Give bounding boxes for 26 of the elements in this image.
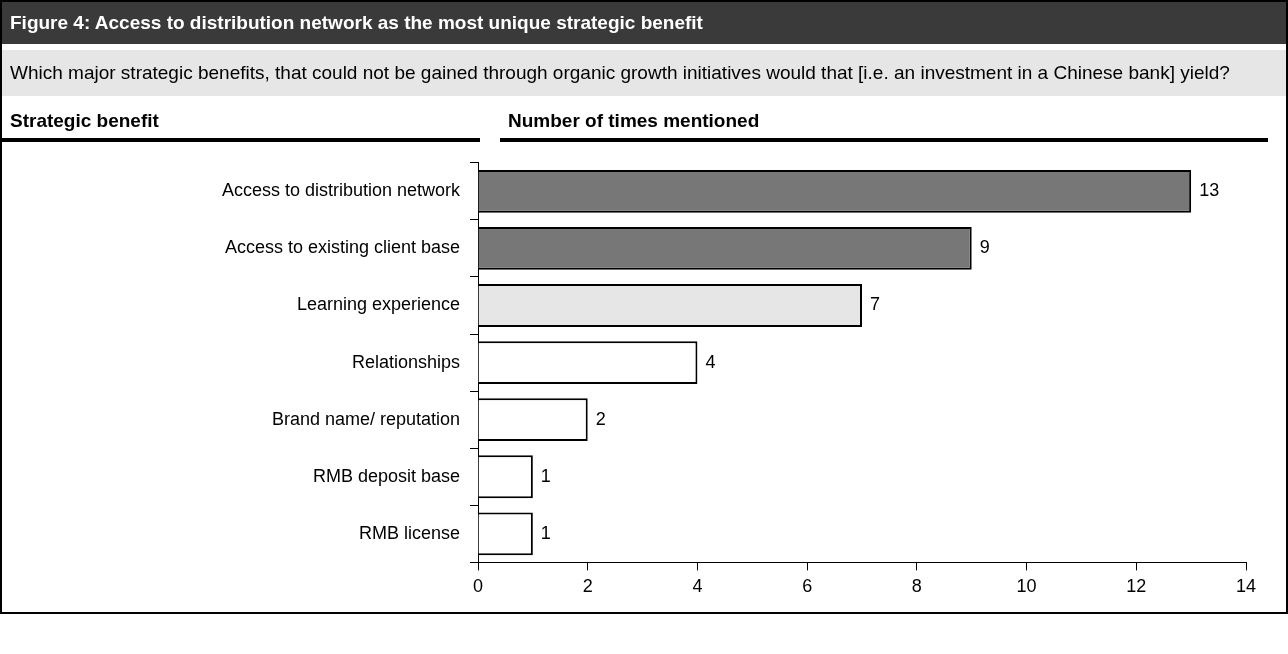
y-axis-title: Strategic benefit	[2, 110, 480, 142]
data-label: 13	[1199, 180, 1220, 201]
chart-subtitle: Which major strategic benefits, that could not be gained through organic growth initiatives would that [i.e. an investment in a Chinese bank] yield?	[2, 50, 1286, 96]
y-tick-label: Access to distribution network	[221, 180, 461, 201]
x-tick-label: 0	[472, 576, 484, 597]
data-label: 1	[540, 522, 551, 543]
data-label: 1	[540, 465, 551, 486]
y-tick-label: Relationships	[351, 351, 460, 372]
x-tick-label: 12	[1126, 576, 1147, 597]
chart-title: Figure 4: Access to distribution network as the most unique strategic benefit	[2, 2, 1286, 44]
y-tick-label: RMB deposit base	[312, 465, 460, 486]
x-tick-label: 2	[582, 576, 593, 597]
x-tick-label: 4	[692, 576, 703, 597]
data-label: 7	[870, 294, 881, 315]
y-tick-label: RMB license	[358, 522, 460, 543]
x-tick-label: 8	[911, 576, 922, 597]
x-tick-label: 14	[1235, 576, 1257, 597]
x-tick-label: 10	[1016, 576, 1037, 597]
y-tick-label: Brand name/ reputation	[271, 408, 460, 429]
data-label: 9	[979, 237, 990, 258]
x-tick-label: 6	[802, 576, 813, 597]
y-tick-label: Learning experience	[296, 294, 460, 315]
data-label: 2	[595, 408, 606, 429]
x-axis-title: Number of times mentioned	[500, 110, 1268, 142]
y-tick-label: Access to existing client base	[224, 237, 460, 258]
data-label: 4	[705, 351, 716, 372]
